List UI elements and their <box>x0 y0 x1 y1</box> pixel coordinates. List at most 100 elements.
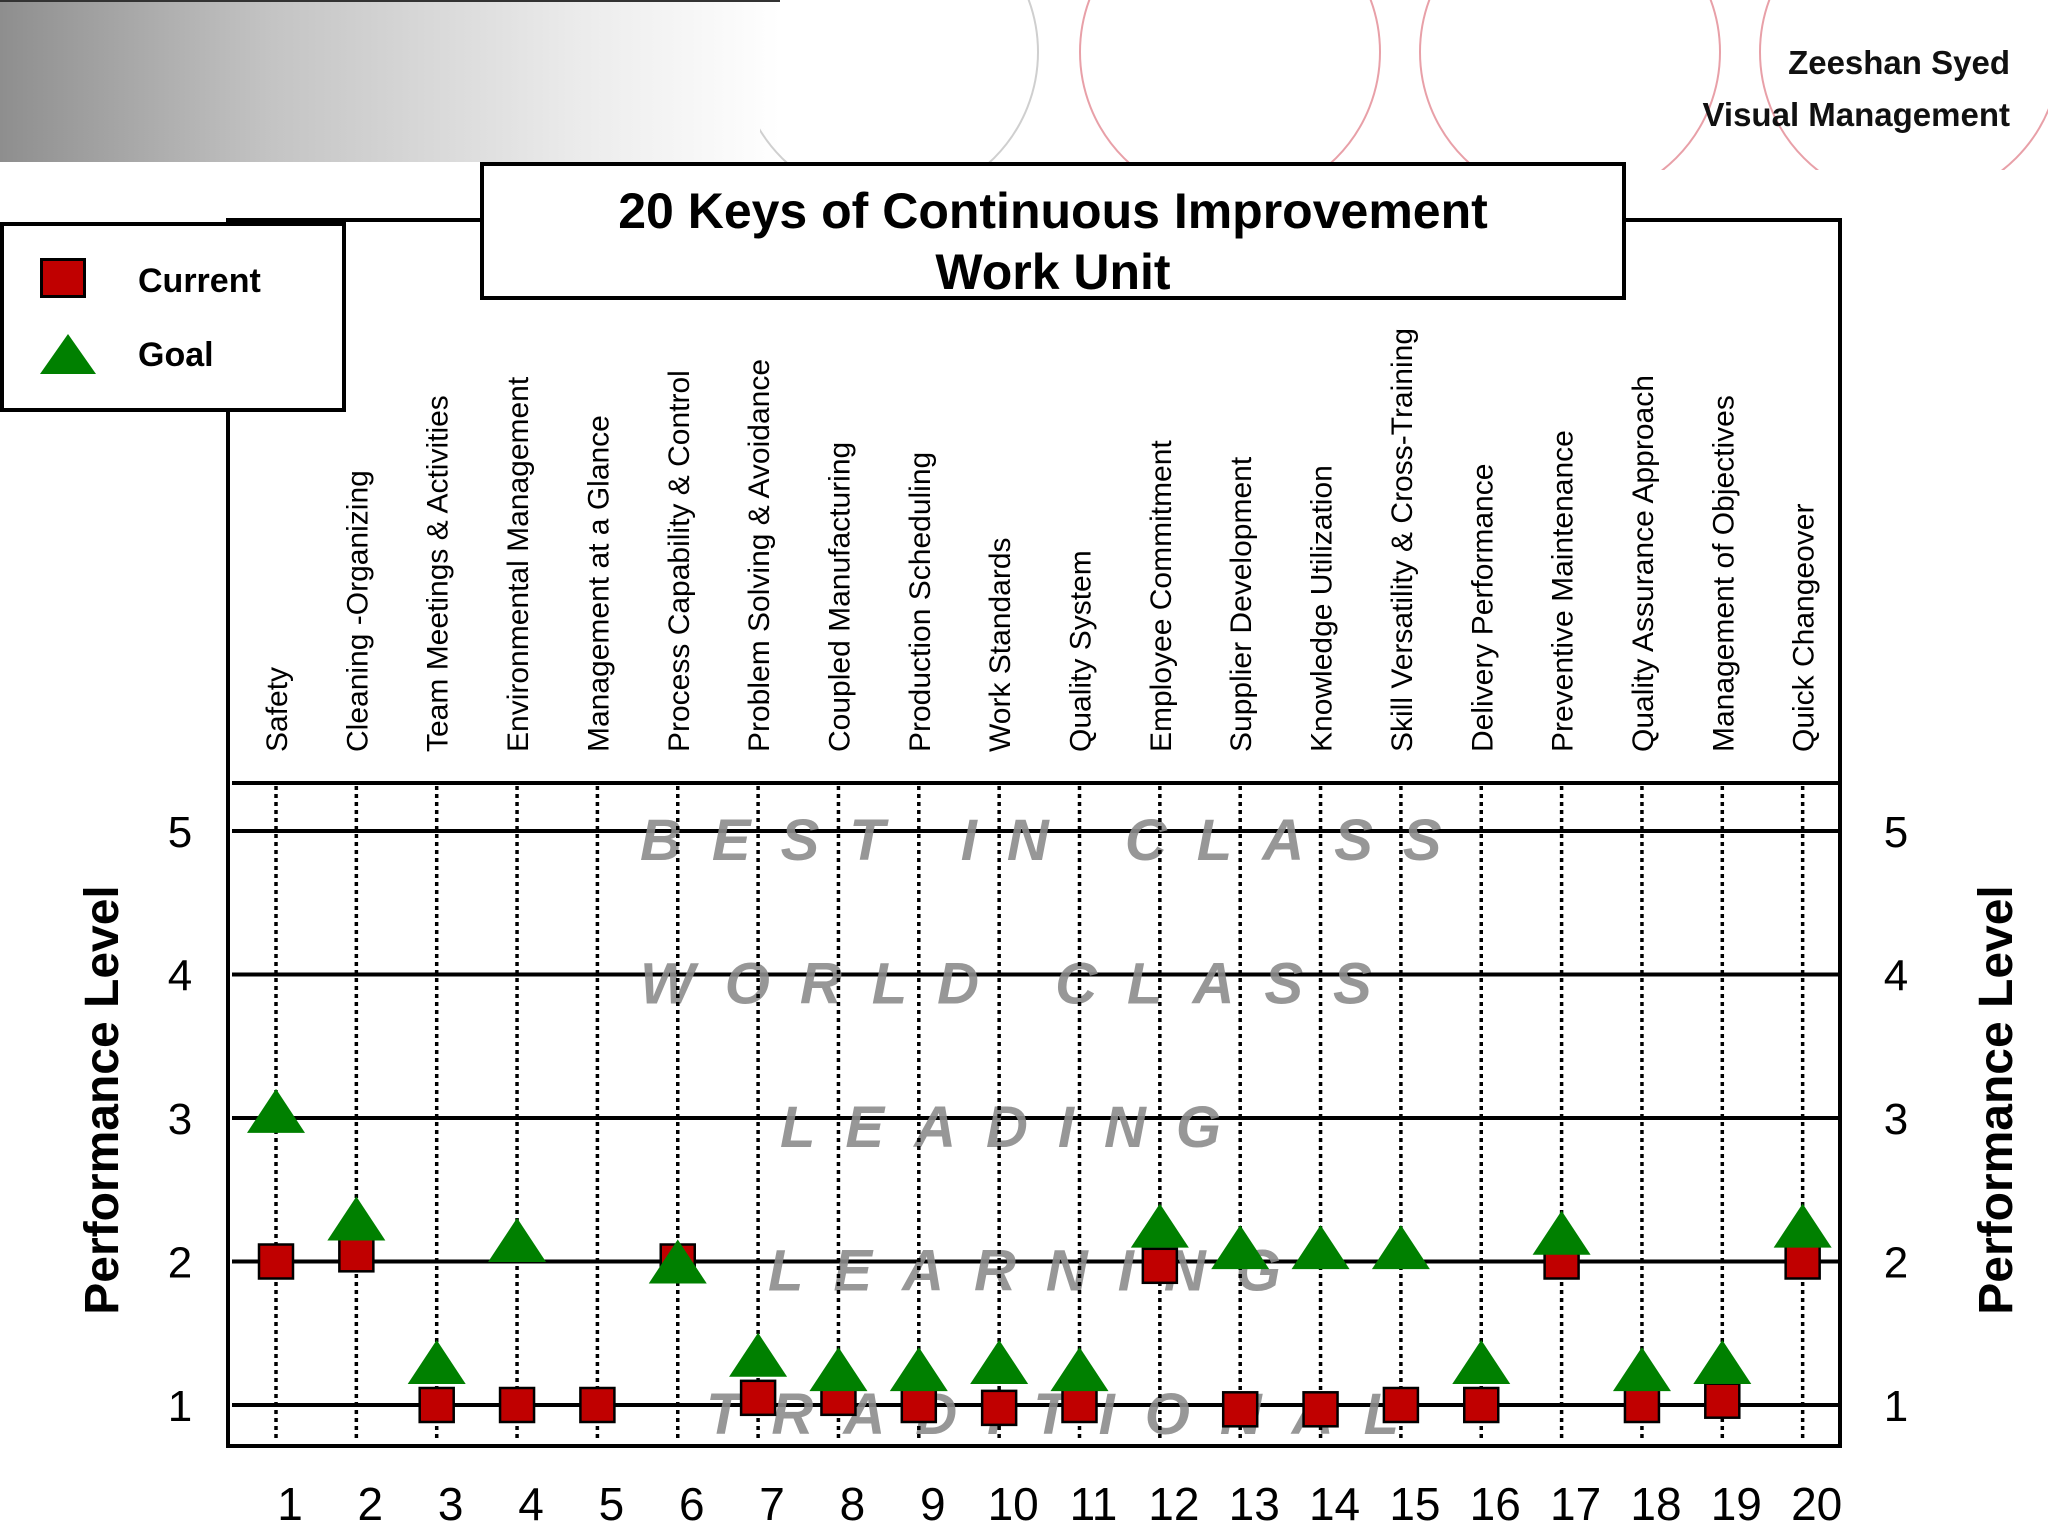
current-marker <box>579 1386 616 1424</box>
x-tick-label: 5 <box>599 1478 625 1530</box>
category-label: Delivery Performance <box>1466 464 1499 752</box>
x-tick-label: 1 <box>277 1478 303 1530</box>
x-tick-label: 2 <box>358 1478 384 1530</box>
current-marker <box>1061 1386 1098 1424</box>
x-tick-label: 17 <box>1550 1478 1601 1530</box>
x-tick-label: 8 <box>840 1478 866 1530</box>
x-tick-label: 6 <box>679 1478 705 1530</box>
decor-arc-2 <box>1079 0 1381 170</box>
category-label: Cleaning -Organizing <box>341 470 374 752</box>
legend-current-marker <box>40 258 86 298</box>
goal-marker <box>1532 1210 1591 1255</box>
y-tick-label: 4 <box>1884 952 1908 1001</box>
current-marker <box>257 1243 295 1280</box>
current-marker <box>1463 1386 1500 1424</box>
current-marker <box>900 1386 938 1424</box>
x-tick-label: 18 <box>1630 1478 1681 1530</box>
category-label: Management of Objectives <box>1707 395 1740 752</box>
category-label: Work Standards <box>984 537 1017 752</box>
current-marker <box>418 1386 455 1424</box>
band-label: LEADING <box>780 1095 1251 1160</box>
goal-marker <box>488 1217 547 1262</box>
y-ticks-right: 1 2 3 4 5 <box>1884 808 1908 1431</box>
x-tick-label: 12 <box>1148 1478 1199 1530</box>
x-tick-label: 19 <box>1711 1478 1762 1530</box>
x-tick-label: 4 <box>518 1478 544 1530</box>
goal-marker <box>327 1196 386 1241</box>
y-tick-label: 3 <box>1884 1095 1908 1144</box>
category-label: Management at a Glance <box>582 415 615 752</box>
band-label: WORLD CLASS <box>640 952 1402 1017</box>
y-ticks-left: 1 2 3 4 5 <box>168 808 192 1431</box>
x-tick-label: 11 <box>1070 1478 1118 1530</box>
header-banner <box>0 0 780 162</box>
category-label: Quick Changeover <box>1788 504 1821 752</box>
x-tick-label: 16 <box>1470 1478 1521 1530</box>
goal-marker <box>1130 1203 1189 1248</box>
category-label: Coupled Manufacturing <box>823 442 856 752</box>
chart-subtitle: Work Unit <box>935 244 1171 300</box>
x-tick-label: 9 <box>920 1478 946 1530</box>
y-tick-label: 1 <box>168 1382 192 1431</box>
goal-marker <box>1452 1339 1511 1384</box>
goal-marker <box>648 1239 707 1284</box>
goal-marker <box>889 1347 948 1392</box>
category-label: Team Meetings & Activities <box>422 395 455 752</box>
y-tick-label: 3 <box>168 1095 192 1144</box>
x-tick-label: 20 <box>1791 1478 1842 1530</box>
category-label: Quality System <box>1065 550 1098 752</box>
current-marker <box>498 1386 536 1424</box>
x-tick-label: 14 <box>1309 1478 1360 1530</box>
goal-marker <box>407 1339 466 1384</box>
x-tick-label: 7 <box>759 1478 785 1530</box>
category-label: Process Capability & Control <box>663 370 696 752</box>
goal-marker <box>729 1332 788 1377</box>
decorative-arcs <box>760 0 2048 170</box>
header-rule <box>0 0 780 2</box>
category-label: Preventive Maintenance <box>1547 430 1580 752</box>
goal-marker <box>1612 1347 1671 1392</box>
y-tick-label: 2 <box>1884 1239 1908 1288</box>
category-label: Knowledge Utilization <box>1306 465 1339 752</box>
x-ticks: 1 2 3 4 5 6 7 8 9 10 11 12 13 14 15 16 17 18 19 20 <box>277 1478 1842 1530</box>
current-marker <box>1302 1391 1339 1428</box>
legend-goal-label: Goal <box>138 336 214 374</box>
current-marker <box>1382 1386 1420 1424</box>
category-label: Problem Solving & Avoidance <box>743 359 776 752</box>
category-label: Skill Versatility & Cross-Training <box>1386 328 1419 752</box>
decor-arc-4 <box>1759 0 2048 170</box>
category-label: Safety <box>261 667 294 752</box>
x-tick-label: 3 <box>438 1478 464 1530</box>
y-tick-label: 5 <box>168 808 192 857</box>
goal-marker <box>1773 1203 1832 1248</box>
legend-goal-marker <box>40 334 96 374</box>
goal-marker <box>1693 1339 1752 1384</box>
current-marker <box>338 1236 375 1273</box>
goal-marker <box>1371 1225 1430 1270</box>
band-label: BEST IN CLASS <box>640 808 1472 873</box>
band-label: LEARNING <box>768 1239 1311 1304</box>
y-tick-label: 5 <box>1884 808 1908 857</box>
category-label: Environmental Management <box>502 376 535 752</box>
x-tick-label: 13 <box>1229 1478 1280 1530</box>
legend: Current Goal <box>0 222 346 412</box>
current-marker <box>1623 1386 1661 1424</box>
category-label: Production Scheduling <box>904 452 937 752</box>
current-marker <box>739 1379 777 1417</box>
current-marker <box>1221 1391 1259 1428</box>
chart-title: 20 Keys of Continuous Improvement <box>618 183 1488 239</box>
goal-marker <box>970 1339 1029 1384</box>
goal-marker <box>1291 1225 1350 1270</box>
goal-marker <box>1050 1347 1109 1392</box>
key-columns <box>274 786 1805 1442</box>
y-tick-label: 1 <box>1884 1382 1908 1431</box>
category-label: Quality Assurance Approach <box>1627 375 1660 752</box>
x-tick-label: 15 <box>1389 1478 1440 1530</box>
goal-marker <box>1211 1225 1270 1270</box>
category-labels: Safety Cleaning -Organizing Team Meetings … <box>261 328 1821 752</box>
chart-title-box: 20 Keys of Continuous Improvement Work U… <box>480 162 1626 300</box>
decor-arc-1 <box>760 0 1039 170</box>
data-markers <box>247 1088 1832 1428</box>
